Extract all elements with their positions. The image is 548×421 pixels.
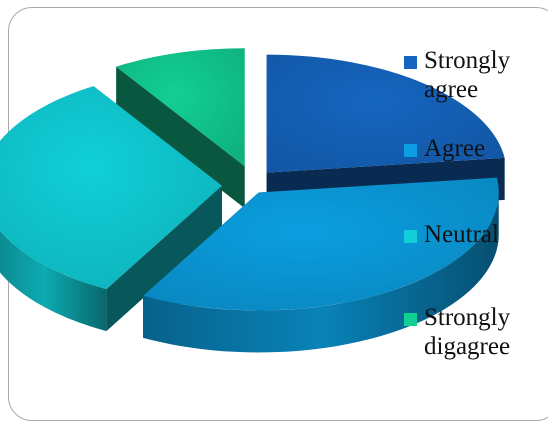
legend-swatch-strongly-agree: [404, 56, 417, 69]
legend-label-strongly-agree: Strongly agree: [424, 47, 511, 103]
legend-swatch-neutral: [404, 230, 417, 243]
pie-slice-side-agree: [143, 192, 499, 353]
legend-label-strongly-digagree: Strongly digagree: [424, 304, 511, 360]
pie-slice-neutral: [0, 86, 223, 332]
pie-slice-wall-strongly-digagree-0: [116, 66, 245, 209]
legend-label-neutral: Neutral: [424, 221, 499, 248]
pie-slice-top-strongly-agree: [266, 54, 505, 173]
pie-slice-top-neutral: [0, 86, 223, 290]
pie-slice-agree: [143, 177, 499, 353]
pie-slice-top-agree: [143, 177, 499, 311]
legend-swatch-agree: [404, 144, 417, 157]
pie-chart: [0, 48, 505, 353]
pie-slice-side-neutral: [0, 230, 107, 332]
legend-label-agree: Agree: [424, 135, 486, 162]
pie-slice-wall-neutral-0: [106, 185, 223, 332]
pie-slice-strongly-digagree: [116, 48, 245, 209]
pie-slice-top-strongly-digagree: [116, 48, 245, 167]
pie-slices: [0, 48, 505, 353]
legend-swatch-strongly-digagree: [404, 313, 417, 326]
